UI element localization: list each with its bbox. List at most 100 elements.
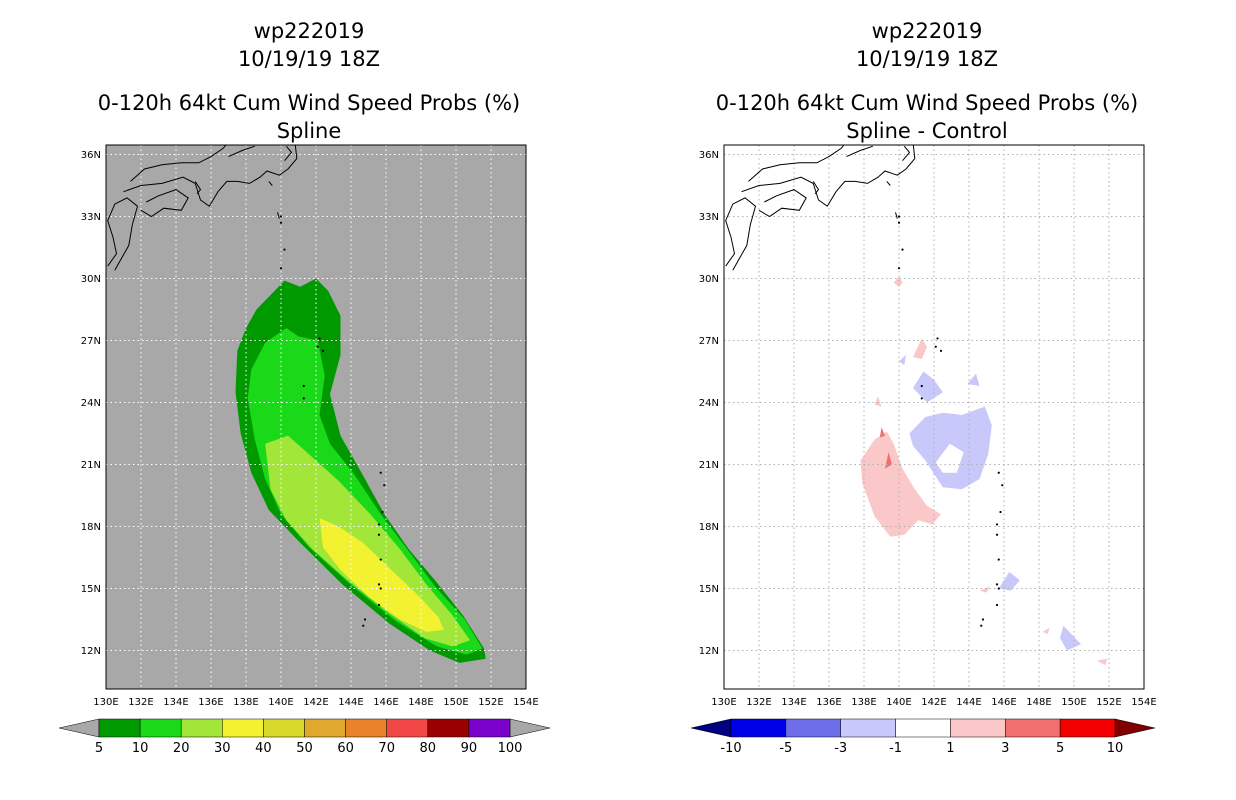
island (936, 337, 939, 340)
colorbar-label: 60 (337, 741, 354, 756)
coastline (268, 181, 273, 186)
diff-negative-region (967, 373, 980, 386)
x-tick-label: 152E (478, 697, 503, 708)
x-tick-label: 136E (198, 697, 223, 708)
x-tick-label: 148E (1026, 697, 1051, 708)
diff-negative-region (913, 371, 943, 403)
panel2-map: 130E 132E 134E 136E 138E 140E 142E 144E 146E 148E… (699, 144, 1157, 708)
island (901, 248, 904, 251)
diff-negative-region (899, 355, 906, 366)
island (279, 221, 283, 224)
island (362, 624, 365, 627)
island (995, 523, 999, 526)
colorbar-label: 20 (173, 741, 190, 756)
island (939, 349, 943, 352)
y-tick-label: 18N (81, 522, 101, 533)
coastline (107, 197, 139, 271)
y-tick-label: 27N (699, 336, 719, 347)
coastline (123, 145, 298, 207)
diff-negative-region (998, 572, 1020, 591)
island (381, 510, 384, 514)
colorbar-over-triangle (1114, 718, 1156, 738)
y-tick-label: 15N (699, 584, 719, 595)
island (981, 618, 985, 621)
island (283, 248, 286, 251)
colorbar-over-triangle (509, 718, 551, 738)
y-tick-label: 30N (699, 274, 719, 285)
x-tick-label: 130E (711, 697, 736, 708)
coastline (758, 189, 807, 218)
x-tick-label: 132E (128, 697, 153, 708)
x-tick-label: 138E (851, 697, 876, 708)
x-tick-label: 132E (746, 697, 771, 708)
colorbar-label: 5 (95, 741, 103, 756)
island (934, 345, 937, 348)
colorbar-label: -5 (779, 741, 792, 756)
colorbar-segment (840, 718, 896, 738)
colorbar-segment (345, 718, 387, 738)
coastline (228, 145, 255, 158)
island (897, 267, 901, 270)
coastline (741, 145, 916, 207)
diff-positive-region (979, 586, 990, 593)
coastline (812, 181, 820, 195)
island (999, 510, 1002, 514)
coastline (902, 145, 911, 162)
island (279, 215, 283, 218)
x-tick-label: 140E (268, 697, 293, 708)
x-tick-label: 136E (816, 697, 841, 708)
coastline (284, 145, 293, 162)
x-tick-label: 150E (443, 697, 468, 708)
y-tick-label: 27N (81, 336, 101, 347)
island (377, 533, 381, 536)
island (897, 221, 901, 224)
coastline (140, 189, 189, 218)
diff-positive-region (913, 338, 927, 360)
island (377, 583, 381, 586)
x-tick-label: 144E (956, 697, 981, 708)
panel2-title-line3: 0-120h 64kt Cum Wind Speed Probs (%) (716, 91, 1138, 115)
x-tick-label: 140E (886, 697, 911, 708)
island (379, 587, 382, 590)
x-tick-label: 146E (373, 697, 398, 708)
island (995, 583, 999, 586)
colorbar-label: 10 (132, 741, 149, 756)
diff-positive-region (1042, 627, 1050, 634)
island (316, 345, 319, 348)
diff-hole-region (935, 443, 964, 473)
island (379, 471, 382, 474)
diff-positive-region (879, 427, 885, 438)
x-tick-label: 144E (338, 697, 363, 708)
coastline (895, 212, 898, 219)
colorbar-label: -3 (834, 741, 847, 756)
island (279, 267, 283, 270)
panel2-title-line4: Spline - Control (846, 119, 1007, 143)
island (383, 484, 386, 487)
island (377, 603, 381, 607)
y-tick-label: 12N (81, 646, 101, 657)
x-tick-label: 154E (513, 697, 538, 708)
island (897, 215, 901, 218)
colorbar-label: 10 (1107, 741, 1124, 756)
y-tick-label: 18N (699, 522, 719, 533)
y-tick-label: 21N (699, 460, 719, 471)
colorbar-label: -10 (720, 741, 741, 756)
coastline (846, 145, 873, 158)
island (1001, 484, 1004, 487)
y-tick-label: 24N (81, 398, 101, 409)
colorbar-label: 100 (498, 741, 523, 756)
colorbar-under-triangle (690, 718, 732, 738)
x-tick-label: 154E (1131, 697, 1156, 708)
x-tick-label: 148E (408, 697, 433, 708)
x-tick-label: 130E (93, 697, 118, 708)
panel1-map: 130E 132E 134E 136E 138E 140E 142E 144E 146E 148E… (81, 144, 539, 708)
island (997, 471, 1000, 474)
colorbar-segment (139, 718, 182, 738)
colorbar-segment (468, 718, 511, 738)
panel1-colorbar: 5 10 20 30 40 50 60 70 80 90 100 (58, 718, 551, 756)
colorbar-segment (386, 718, 429, 738)
x-tick-label: 152E (1096, 697, 1121, 708)
diff-negative-region (1060, 625, 1081, 651)
diff-positive-region (860, 431, 941, 537)
x-tick-label: 138E (233, 697, 258, 708)
